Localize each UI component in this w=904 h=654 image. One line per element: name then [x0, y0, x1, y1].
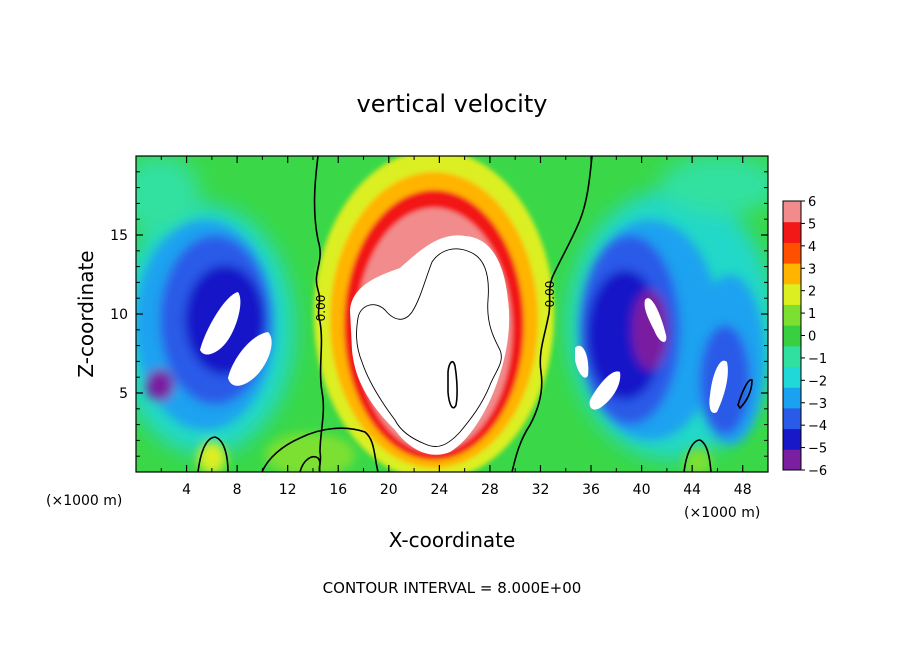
x-unit-right: (×1000 m) — [684, 505, 760, 521]
contour-bottom-right-blob — [683, 439, 712, 472]
x-tick-label-8: 36 — [582, 482, 600, 498]
right-core-top — [644, 298, 667, 342]
x-unit-left: (×1000 m) — [46, 493, 122, 509]
y-tick-label-0: 5 — [119, 386, 128, 402]
y-axis-ticks: 5 10 15 — [110, 171, 768, 457]
colorbar-label-5: 1 — [808, 307, 816, 322]
left-top-tint — [136, 156, 200, 235]
x-tick-label-1: 8 — [233, 482, 242, 498]
bottom-left-yellow — [198, 442, 226, 472]
right-core-bottom — [589, 371, 621, 410]
y-tick-label-1: 10 — [110, 307, 128, 323]
contour-bottom-mid — [261, 427, 379, 472]
contour-interval-footer: CONTOUR INTERVAL = 8.000E+00 — [323, 579, 582, 597]
x-tick-label-0: 4 — [182, 482, 191, 498]
x-tick-label-4: 20 — [380, 482, 398, 498]
colorbar-label-7: −1 — [808, 352, 827, 367]
colorbar-swatch-2 — [783, 407, 801, 430]
colorbar-swatch-3 — [783, 387, 801, 409]
zero-contour-left — [313, 156, 325, 472]
colorbar-swatch-7 — [783, 304, 801, 326]
colorbar-swatch-11 — [783, 221, 801, 243]
colorbar-label-11: −5 — [808, 442, 827, 457]
colorbar-swatch-9 — [783, 263, 801, 285]
colorbar-swatch-4 — [783, 366, 801, 388]
x-axis-label: X-coordinate — [389, 528, 516, 552]
x-tick-label-9: 40 — [633, 482, 651, 498]
colorbar-label-9: −3 — [808, 397, 827, 412]
x-tick-label-6: 28 — [481, 482, 499, 498]
colorbar-label-2: 4 — [808, 240, 816, 255]
left-core-bottom — [228, 332, 272, 386]
left-purple-patch — [146, 369, 174, 401]
colorbar-swatch-1 — [783, 428, 801, 450]
contour-bottom-small — [299, 456, 321, 472]
right-purple-patch — [632, 290, 668, 370]
x-tick-label-5: 24 — [430, 482, 448, 498]
bottom-right-green — [684, 448, 712, 472]
colorbar-swatch-6 — [783, 325, 801, 347]
contour-label-left: 0.00 — [314, 295, 328, 322]
colorbar-label-0: 6 — [808, 195, 816, 210]
y-tick-label-2: 15 — [110, 228, 128, 244]
colorbar-label-6: 0 — [808, 330, 816, 345]
x-tick-label-7: 32 — [532, 482, 550, 498]
x-tick-label-11: 48 — [734, 482, 752, 498]
right-core-far — [709, 360, 728, 414]
left-core-top — [200, 292, 241, 355]
colorbar-label-12: −6 — [808, 464, 827, 479]
colorbar-label-3: 3 — [808, 262, 816, 277]
chart-title: vertical velocity — [357, 90, 548, 118]
colorbar-swatch-5 — [783, 345, 801, 368]
x-tick-label-2: 12 — [279, 482, 297, 498]
colorbar-swatch-8 — [783, 283, 801, 305]
right-core-left — [575, 345, 589, 378]
right-top-tint — [660, 156, 768, 215]
x-tick-label-10: 44 — [683, 482, 701, 498]
x-tick-label-3: 16 — [329, 482, 347, 498]
zero-contours — [197, 156, 753, 472]
contour-right-small — [737, 379, 753, 410]
contour-updraft-core — [356, 248, 502, 447]
bottom-mid-green — [265, 433, 355, 472]
colorbar-swatch-0 — [783, 449, 801, 471]
colorbar-label-1: 5 — [808, 217, 816, 232]
colorbar-label-10: −4 — [808, 419, 827, 434]
contour-label-right: 0.00 — [543, 281, 557, 308]
colorbar-swatch-12 — [783, 201, 801, 223]
colorbar: 6 5 4 3 2 1 0 −1 −2 −3 −4 −5 −6 — [782, 195, 827, 479]
zero-contour-right — [511, 156, 593, 472]
heatmap-field: 0.00 0.00 — [136, 156, 768, 472]
colorbar-label-4: 2 — [808, 285, 816, 300]
x-axis-ticks: 4 8 12 16 20 24 28 32 36 40 44 48 — [160, 156, 752, 498]
y-axis-label: Z-coordinate — [74, 250, 98, 377]
colorbar-swatch-10 — [783, 242, 801, 264]
contour-inner-island — [447, 360, 458, 409]
contour-bottom-left-blob — [197, 436, 229, 472]
colorbar-label-8: −2 — [808, 374, 827, 389]
updraft-core — [350, 235, 510, 455]
